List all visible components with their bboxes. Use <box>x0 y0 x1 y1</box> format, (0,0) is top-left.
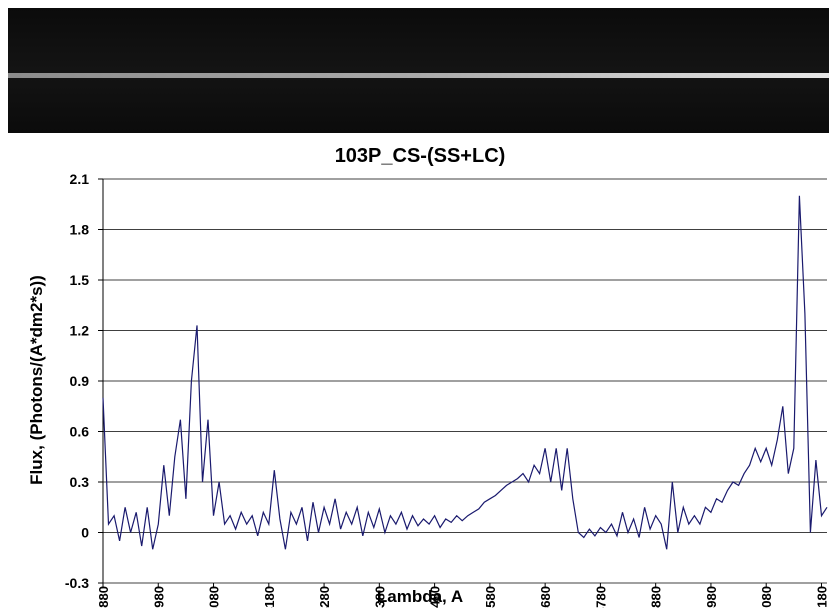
y-tick-label: 1.8 <box>70 222 90 238</box>
spectrum-line <box>103 196 827 550</box>
x-tick-label: 5080 <box>759 586 774 608</box>
y-axis-title: Flux, (Photons/(A*dm2*s)) <box>27 275 46 485</box>
y-tick-label: 1.2 <box>70 323 90 339</box>
y-tick-label: 1.5 <box>70 272 90 288</box>
x-tick-label: 3980 <box>151 586 166 608</box>
x-tick-label: 4780 <box>593 586 608 608</box>
y-tick-label: 0.3 <box>70 474 90 490</box>
chart-title: 103P_CS-(SS+LC) <box>335 145 506 167</box>
spectrum-streak <box>8 73 829 78</box>
y-tick-label: 0 <box>81 525 89 541</box>
x-tick-label: 5180 <box>814 586 829 608</box>
y-tick-label: 0.6 <box>70 424 90 440</box>
x-tick-label: 4480 <box>428 586 443 608</box>
x-tick-label: 4980 <box>704 586 719 608</box>
x-axis-title: Lambda, A <box>377 587 463 606</box>
y-tick-label: 2.1 <box>70 171 90 187</box>
x-tick-label: 4580 <box>483 586 498 608</box>
x-tick-label: 3880 <box>96 586 111 608</box>
x-tick-label: 4180 <box>262 586 277 608</box>
page: 103P_CS-(SS+LC) Lambda, A Flux, (Photons… <box>0 0 829 613</box>
x-tick-label: 4680 <box>538 586 553 608</box>
x-tick-label: 4080 <box>207 586 222 608</box>
chart: 103P_CS-(SS+LC) Lambda, A Flux, (Photons… <box>0 0 829 608</box>
spectrum-image <box>8 8 829 133</box>
x-tick-label: 4380 <box>372 586 387 608</box>
y-tick-label: -0.3 <box>65 575 89 591</box>
x-tick-label: 4280 <box>317 586 332 608</box>
x-tick-label: 4880 <box>649 586 664 608</box>
y-tick-label: 0.9 <box>70 373 90 389</box>
